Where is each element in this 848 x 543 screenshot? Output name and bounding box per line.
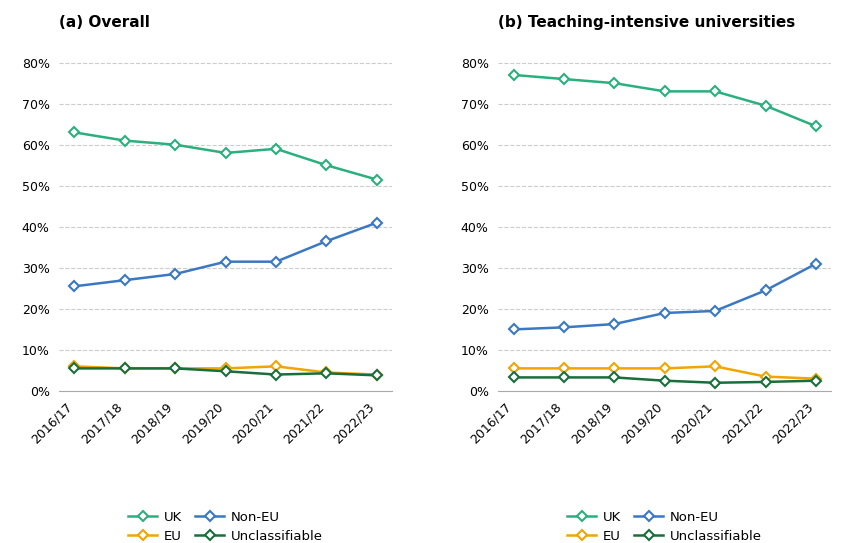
Unclassifiable <box>609 374 619 381</box>
Non-EU <box>509 326 519 333</box>
Non-EU <box>120 277 130 283</box>
Unclassifiable <box>761 378 771 385</box>
EU <box>509 365 519 371</box>
Non-EU <box>609 321 619 327</box>
EU <box>170 365 181 371</box>
Unclassifiable <box>220 368 231 375</box>
EU <box>371 371 382 378</box>
Unclassifiable <box>70 365 80 371</box>
Text: (b) Teaching-intensive universities: (b) Teaching-intensive universities <box>499 15 795 30</box>
EU <box>220 365 231 371</box>
UK <box>710 88 720 94</box>
UK <box>811 123 821 129</box>
UK <box>170 142 181 148</box>
Non-EU <box>761 287 771 294</box>
UK <box>761 103 771 109</box>
Non-EU <box>710 308 720 314</box>
Text: (a) Overall: (a) Overall <box>59 15 150 30</box>
Non-EU <box>271 258 282 265</box>
Non-EU <box>321 238 332 244</box>
EU <box>559 365 569 371</box>
Line: UK: UK <box>510 72 819 130</box>
Unclassifiable <box>321 370 332 377</box>
Unclassifiable <box>559 374 569 381</box>
EU <box>710 363 720 370</box>
Non-EU <box>170 271 181 277</box>
EU <box>761 374 771 380</box>
UK <box>271 146 282 152</box>
Unclassifiable <box>509 374 519 381</box>
Legend: UK, EU, Non-EU, Unclassifiable: UK, EU, Non-EU, Unclassifiable <box>128 510 323 543</box>
UK <box>609 80 619 86</box>
Line: EU: EU <box>71 363 381 378</box>
Unclassifiable <box>371 372 382 378</box>
EU <box>70 363 80 370</box>
Line: Non-EU: Non-EU <box>510 260 819 333</box>
UK <box>559 76 569 83</box>
UK <box>660 88 670 94</box>
Line: UK: UK <box>71 129 381 183</box>
Non-EU <box>70 283 80 289</box>
Non-EU <box>220 258 231 265</box>
Non-EU <box>371 219 382 226</box>
EU <box>321 369 332 376</box>
UK <box>120 137 130 144</box>
Line: Unclassifiable: Unclassifiable <box>71 365 381 379</box>
Line: EU: EU <box>510 363 819 382</box>
UK <box>220 150 231 156</box>
EU <box>609 365 619 371</box>
UK <box>321 162 332 168</box>
Unclassifiable <box>660 377 670 384</box>
Non-EU <box>559 324 569 331</box>
EU <box>271 363 282 370</box>
Unclassifiable <box>120 365 130 371</box>
Unclassifiable <box>271 371 282 378</box>
UK <box>371 176 382 183</box>
Line: Non-EU: Non-EU <box>71 219 381 290</box>
Non-EU <box>811 261 821 267</box>
Non-EU <box>660 310 670 316</box>
EU <box>660 365 670 371</box>
Unclassifiable <box>811 377 821 384</box>
Legend: UK, EU, Non-EU, Unclassifiable: UK, EU, Non-EU, Unclassifiable <box>567 510 762 543</box>
EU <box>811 375 821 382</box>
Line: Unclassifiable: Unclassifiable <box>510 374 819 386</box>
Unclassifiable <box>710 380 720 386</box>
UK <box>509 72 519 78</box>
EU <box>120 365 130 371</box>
Unclassifiable <box>170 365 181 371</box>
UK <box>70 129 80 136</box>
